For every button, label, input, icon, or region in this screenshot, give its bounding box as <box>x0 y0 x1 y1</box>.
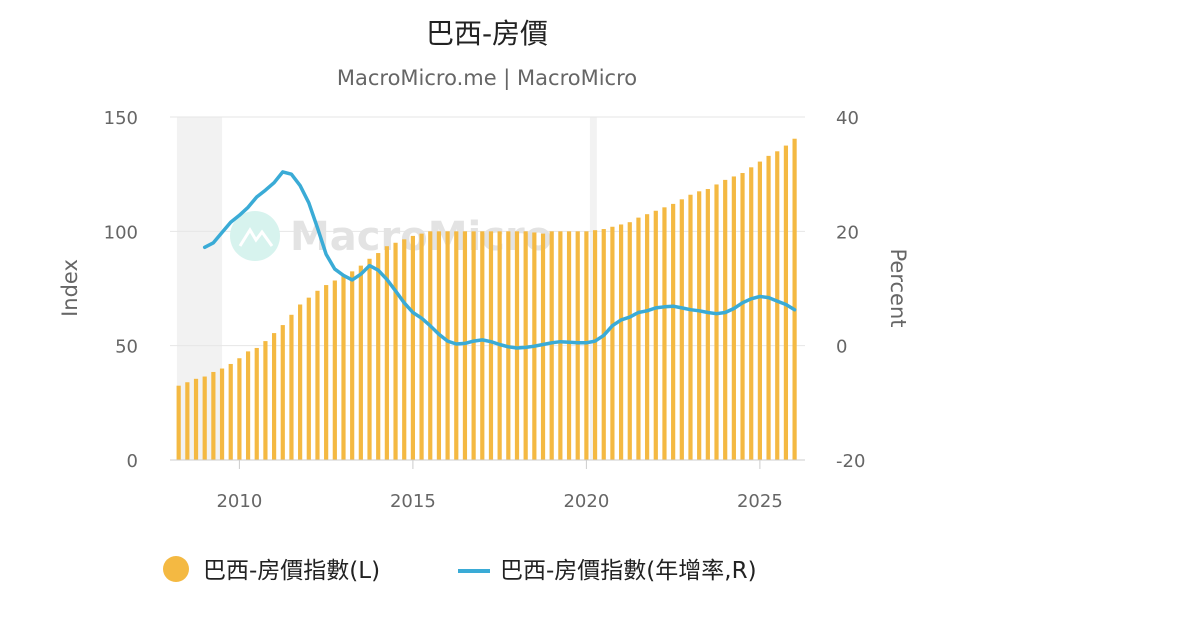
y-axis-right-title: Percent <box>886 248 910 327</box>
bar <box>471 231 476 460</box>
bar <box>428 231 433 460</box>
bar <box>766 155 771 460</box>
bar <box>306 297 311 460</box>
bar <box>228 363 233 460</box>
x-tick-label: 2020 <box>563 491 609 512</box>
legend-bar-swatch-icon <box>163 556 189 582</box>
bar <box>705 189 710 460</box>
bar <box>558 231 563 460</box>
chart-title: 巴西-房價 <box>426 17 548 50</box>
bar <box>193 378 199 460</box>
bar <box>436 231 442 460</box>
bar <box>740 173 745 461</box>
bar <box>636 217 641 460</box>
bar <box>350 271 355 460</box>
bar <box>697 191 702 461</box>
x-tick-label: 2025 <box>737 491 783 512</box>
bar <box>298 304 303 460</box>
bar <box>601 229 606 460</box>
watermark-mountain-icon <box>238 227 274 247</box>
bar <box>731 176 736 460</box>
bar <box>462 231 468 460</box>
bar <box>185 382 190 460</box>
y-right-tick-label: 20 <box>836 222 859 243</box>
bar <box>540 233 546 460</box>
bar <box>245 351 251 460</box>
bar <box>211 371 216 460</box>
bar <box>671 203 676 461</box>
legend-item-bar[interactable]: 巴西-房價指數(L) <box>163 556 380 584</box>
chart-subtitle: MacroMicro.me | MacroMicro <box>337 66 637 91</box>
bar <box>566 231 572 460</box>
bar <box>653 210 658 460</box>
legend: 巴西-房價指數(L) 巴西-房價指數(年增率,R) <box>163 556 757 584</box>
legend-label-bar: 巴西-房價指數(L) <box>203 558 380 584</box>
bar <box>714 184 719 460</box>
bar <box>514 231 520 460</box>
bar <box>679 199 684 460</box>
y-axis-right-ticks: -20 0 20 40 <box>836 108 865 472</box>
bar <box>263 341 268 460</box>
bar <box>402 239 407 460</box>
x-tick-label: 2015 <box>390 491 436 512</box>
legend-item-line[interactable]: 巴西-房價指數(年增率,R) <box>458 558 757 584</box>
bar <box>792 138 797 460</box>
bar <box>341 275 346 460</box>
bar <box>575 231 580 460</box>
bar <box>480 231 485 460</box>
bar <box>367 258 372 460</box>
bar <box>775 151 780 461</box>
watermark: MacroMicro <box>230 211 552 261</box>
bar <box>445 231 450 460</box>
bar <box>332 280 337 460</box>
bar <box>271 333 277 460</box>
y-left-tick-label: 100 <box>104 222 138 243</box>
bar <box>662 207 667 460</box>
bar <box>419 233 424 460</box>
bar <box>688 194 693 460</box>
bar <box>384 246 389 460</box>
bar <box>289 314 294 460</box>
line-series-house-price-yoy <box>202 170 797 350</box>
bar <box>549 231 554 460</box>
y-right-tick-label: -20 <box>836 451 865 472</box>
bar <box>645 214 650 460</box>
bar <box>176 385 181 460</box>
yoy-line <box>202 170 797 350</box>
bar <box>584 231 589 460</box>
y-left-tick-label: 150 <box>104 108 138 129</box>
y-right-tick-label: 0 <box>836 337 847 358</box>
bar <box>358 265 363 460</box>
y-left-tick-label: 50 <box>115 337 138 358</box>
y-right-tick-label: 40 <box>836 108 859 129</box>
y-axis-left-title: Index <box>58 259 82 317</box>
bar <box>488 231 494 460</box>
bar <box>410 235 415 460</box>
y-axis-left-ticks: 0 50 100 150 <box>104 108 138 472</box>
bar <box>393 242 398 460</box>
legend-label-line: 巴西-房價指數(年增率,R) <box>500 558 757 584</box>
bar <box>376 253 381 460</box>
bar <box>592 230 598 460</box>
x-axis-ticks: 2010 2015 2020 2025 <box>216 460 783 512</box>
bar <box>254 347 259 460</box>
bar <box>757 161 762 460</box>
bar <box>627 222 632 460</box>
bar <box>618 224 624 460</box>
y-left-tick-label: 0 <box>127 451 138 472</box>
bar <box>749 167 754 460</box>
bar <box>237 358 242 460</box>
bar <box>610 226 615 460</box>
bar <box>219 368 225 460</box>
x-tick-label: 2010 <box>216 491 262 512</box>
bar <box>324 285 329 460</box>
bar <box>315 290 320 460</box>
bar <box>280 325 285 460</box>
bar <box>202 376 207 460</box>
bar <box>723 179 728 460</box>
